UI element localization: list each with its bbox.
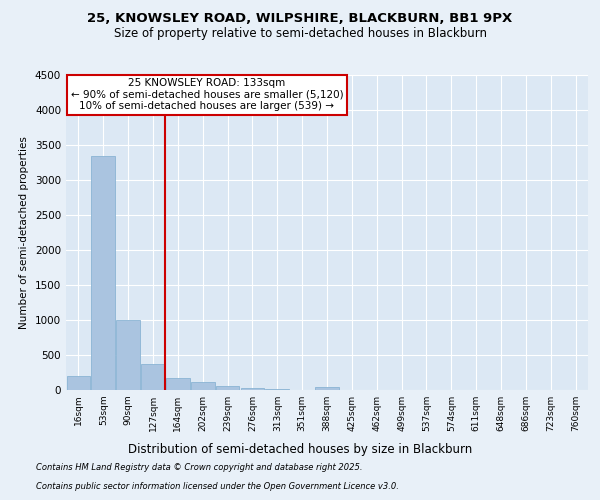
Bar	[241, 388, 264, 390]
Y-axis label: Number of semi-detached properties: Number of semi-detached properties	[19, 136, 29, 329]
Bar	[315, 386, 339, 390]
Text: 25, KNOWSLEY ROAD, WILPSHIRE, BLACKBURN, BB1 9PX: 25, KNOWSLEY ROAD, WILPSHIRE, BLACKBURN,…	[88, 12, 512, 26]
Bar	[265, 388, 289, 390]
Text: Contains public sector information licensed under the Open Government Licence v3: Contains public sector information licen…	[36, 482, 399, 491]
Text: Distribution of semi-detached houses by size in Blackburn: Distribution of semi-detached houses by …	[128, 442, 472, 456]
Bar	[191, 382, 215, 390]
Bar	[141, 364, 165, 390]
Bar	[166, 378, 190, 390]
Bar	[67, 376, 90, 390]
Bar	[116, 320, 140, 390]
Bar	[216, 386, 239, 390]
Text: Contains HM Land Registry data © Crown copyright and database right 2025.: Contains HM Land Registry data © Crown c…	[36, 464, 362, 472]
Text: Size of property relative to semi-detached houses in Blackburn: Size of property relative to semi-detach…	[113, 28, 487, 40]
Text: 25 KNOWSLEY ROAD: 133sqm
← 90% of semi-detached houses are smaller (5,120)
10% o: 25 KNOWSLEY ROAD: 133sqm ← 90% of semi-d…	[71, 78, 343, 112]
Bar	[91, 156, 115, 390]
